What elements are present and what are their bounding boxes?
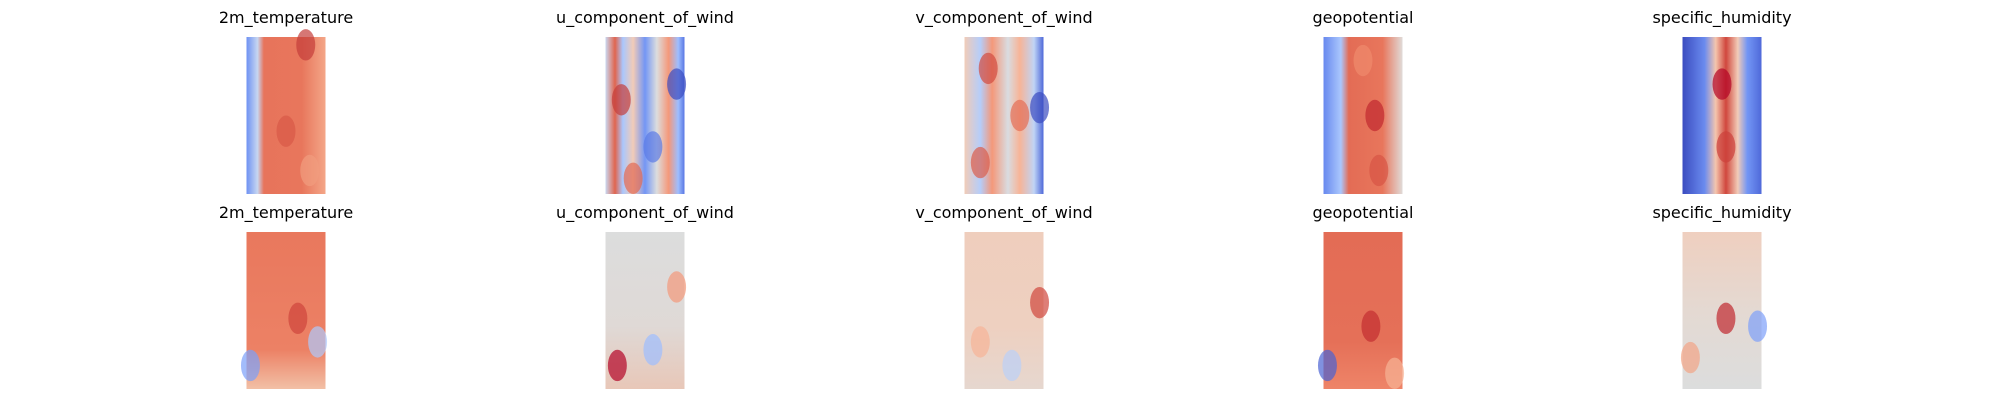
- heatmap-blob: [643, 131, 663, 163]
- heatmap: [1323, 37, 1403, 194]
- heatmap-blob: [970, 146, 990, 179]
- panel-title: 2m_temperature: [219, 8, 353, 28]
- heatmap-blob: [1680, 341, 1700, 374]
- panel-title: v_component_of_wind: [915, 8, 1092, 28]
- heatmap-blob: [1716, 302, 1736, 335]
- heatmap-blob: [1010, 99, 1030, 132]
- heatmap: [964, 37, 1050, 194]
- heatmap: [1682, 37, 1762, 194]
- heatmap-blob: [1369, 154, 1389, 187]
- panel-title: u_component_of_wind: [556, 203, 734, 223]
- heatmap: [1680, 232, 1768, 389]
- panel-title: geopotential: [1313, 8, 1414, 27]
- heatmap-blob: [296, 29, 316, 61]
- heatmap-blob: [1361, 310, 1381, 342]
- heatmap-blob: [607, 349, 627, 382]
- heatmap-blob: [667, 271, 687, 303]
- heatmap-blob: [623, 162, 643, 194]
- heatmap-blob: [300, 154, 320, 187]
- panel-title: geopotential: [1313, 203, 1414, 222]
- heatmap-blob: [643, 334, 663, 366]
- heatmap-blob: [1712, 68, 1732, 100]
- panel-title: u_component_of_wind: [556, 8, 734, 28]
- heatmap: [605, 37, 687, 194]
- heatmap-blob: [288, 302, 308, 335]
- heatmap-blob: [1317, 349, 1337, 382]
- heatmap-blob: [1030, 286, 1050, 319]
- heatmap-blob: [1748, 310, 1768, 342]
- heatmap: [246, 29, 326, 194]
- heatmap-blob: [970, 326, 990, 358]
- heatmap-blob: [978, 52, 998, 85]
- heatmap-field: [605, 37, 685, 194]
- heatmap-blob: [1365, 99, 1385, 132]
- heatmap-blob: [611, 84, 631, 116]
- heatmap-blob: [1002, 349, 1022, 382]
- panel-title: v_component_of_wind: [915, 203, 1092, 223]
- heatmap-blob: [1716, 131, 1736, 163]
- heatmap-blob: [1353, 44, 1373, 77]
- heatmap-blob: [667, 68, 687, 100]
- heatmap-blob: [240, 349, 260, 382]
- heatmap-blob: [1030, 91, 1050, 124]
- heatmap: [964, 232, 1050, 389]
- heatmap: [605, 232, 687, 389]
- panel-title: specific_humidity: [1652, 203, 1791, 223]
- heatmap-blob: [308, 326, 328, 358]
- heatmap: [1317, 232, 1405, 389]
- heatmap-blob: [1385, 357, 1405, 389]
- heatmap-field: [1682, 37, 1762, 194]
- panel-title: 2m_temperature: [219, 203, 353, 223]
- heatmap-blob: [276, 115, 296, 147]
- panel-title: specific_humidity: [1652, 8, 1791, 28]
- heatmap: [240, 232, 328, 389]
